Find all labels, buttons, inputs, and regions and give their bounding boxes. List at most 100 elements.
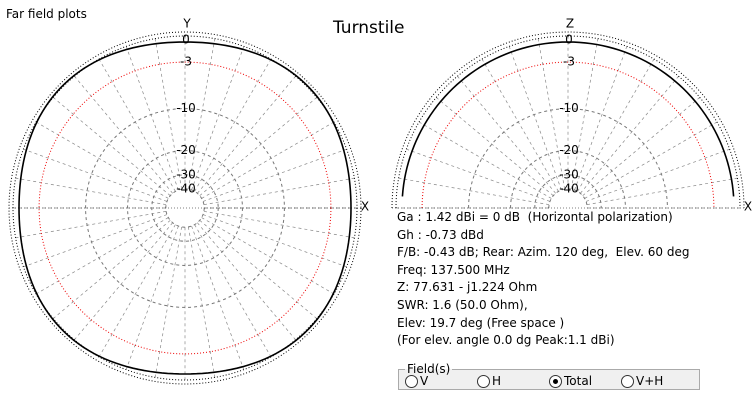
radial xyxy=(199,97,317,196)
ring-label: 0 xyxy=(182,33,190,47)
radial xyxy=(570,38,599,190)
info-line: Ga : 1.42 dBi = 0 dB (Horizontal polariz… xyxy=(397,210,673,224)
radial xyxy=(201,121,335,199)
ring xyxy=(12,35,358,381)
ring-label: -20 xyxy=(176,143,196,157)
radial xyxy=(191,46,245,191)
radial xyxy=(15,210,167,239)
radial xyxy=(154,38,183,190)
radio[interactable] xyxy=(477,374,490,388)
radial xyxy=(194,58,272,192)
radial xyxy=(202,148,347,202)
info-panel: Ga : 1.42 dBi = 0 dB (Horizontal polariz… xyxy=(397,209,689,350)
axis-label: Y xyxy=(182,17,191,31)
radial xyxy=(197,222,296,340)
ring xyxy=(85,108,285,308)
ring-label: -30 xyxy=(176,167,196,181)
radial xyxy=(203,177,355,206)
radial xyxy=(194,224,272,358)
radial xyxy=(35,217,169,295)
radial xyxy=(154,226,183,378)
radial xyxy=(203,210,355,239)
radial xyxy=(406,148,551,202)
info-line: Z: 77.631 - j1.224 Ohm xyxy=(397,280,538,295)
radial xyxy=(74,222,173,340)
axis-label: Z xyxy=(566,17,574,31)
ring-label: -10 xyxy=(176,101,196,115)
radial xyxy=(35,121,169,199)
radio[interactable] xyxy=(549,374,562,388)
field-options: V H Total V+H xyxy=(405,374,693,388)
radial xyxy=(15,177,167,206)
radial xyxy=(191,225,245,370)
radial xyxy=(537,38,566,190)
radio-option[interactable]: V xyxy=(405,374,477,388)
radio-label[interactable]: V xyxy=(420,374,429,388)
ring xyxy=(534,174,602,209)
axis-label: X xyxy=(361,200,369,214)
ring-label: -3 xyxy=(563,55,575,69)
radio-option[interactable]: Total xyxy=(549,374,621,388)
ring-label: -40 xyxy=(559,181,579,195)
radial xyxy=(23,148,168,202)
info-line: Elev: 19.7 deg (Free space ) xyxy=(397,315,565,330)
radial xyxy=(481,58,559,192)
radio-option[interactable]: H xyxy=(477,374,549,388)
info-line: Freq: 137.500 MHz xyxy=(397,262,510,277)
ring xyxy=(151,174,219,242)
ring-label: 0 xyxy=(565,33,573,47)
radio[interactable] xyxy=(621,374,634,388)
radial xyxy=(457,76,556,194)
radial xyxy=(74,76,173,194)
radial xyxy=(201,217,335,295)
radial xyxy=(580,76,679,194)
radial xyxy=(582,97,700,196)
radial xyxy=(398,177,550,206)
radio-label[interactable]: Total xyxy=(564,374,593,388)
ring xyxy=(421,61,715,209)
radial xyxy=(98,58,176,192)
info-line: F/B: -0.43 dB; Rear: Azim. 120 deg, Elev… xyxy=(397,245,690,260)
radial xyxy=(584,121,718,199)
ring xyxy=(395,35,741,209)
field-legend: Field(s) xyxy=(407,362,451,376)
radial xyxy=(574,46,628,191)
radial xyxy=(199,220,317,319)
radio-label[interactable]: H xyxy=(492,374,502,388)
radial xyxy=(436,97,554,196)
ring xyxy=(468,108,668,209)
radial xyxy=(98,224,176,358)
ring xyxy=(127,150,243,266)
radio-label[interactable]: V+H xyxy=(636,374,664,388)
radial xyxy=(187,226,216,378)
radial xyxy=(125,225,179,370)
ring xyxy=(510,150,626,209)
radial xyxy=(202,214,347,268)
radial xyxy=(585,148,730,202)
radial xyxy=(23,214,168,268)
radio-option[interactable]: V+H xyxy=(621,374,693,388)
info-line: SWR: 1.6 (50.0 Ohm), xyxy=(397,297,528,312)
axis-label: X xyxy=(744,200,752,214)
info-line: (For elev. angle 0.0 dg Peak:1.1 dBi) xyxy=(397,333,615,348)
radial xyxy=(53,220,171,319)
caption: Far field plots xyxy=(6,7,87,21)
radial xyxy=(53,97,171,196)
ring-label: -30 xyxy=(559,167,579,181)
info-line: Gh : -0.73 dBd xyxy=(397,227,484,242)
field-selector: Field(s) V H Total V+H xyxy=(398,362,700,390)
ring xyxy=(548,188,588,209)
frame xyxy=(391,31,745,209)
radial xyxy=(586,177,738,206)
radial xyxy=(418,121,552,199)
radial xyxy=(187,38,216,190)
radial xyxy=(197,76,296,194)
ring-label: -40 xyxy=(176,181,196,195)
radial xyxy=(125,46,179,191)
ring-label: -20 xyxy=(559,143,579,157)
ring-label: -10 xyxy=(559,101,579,115)
radial xyxy=(577,58,655,192)
title: Turnstile xyxy=(333,18,405,38)
radio[interactable] xyxy=(405,374,418,388)
